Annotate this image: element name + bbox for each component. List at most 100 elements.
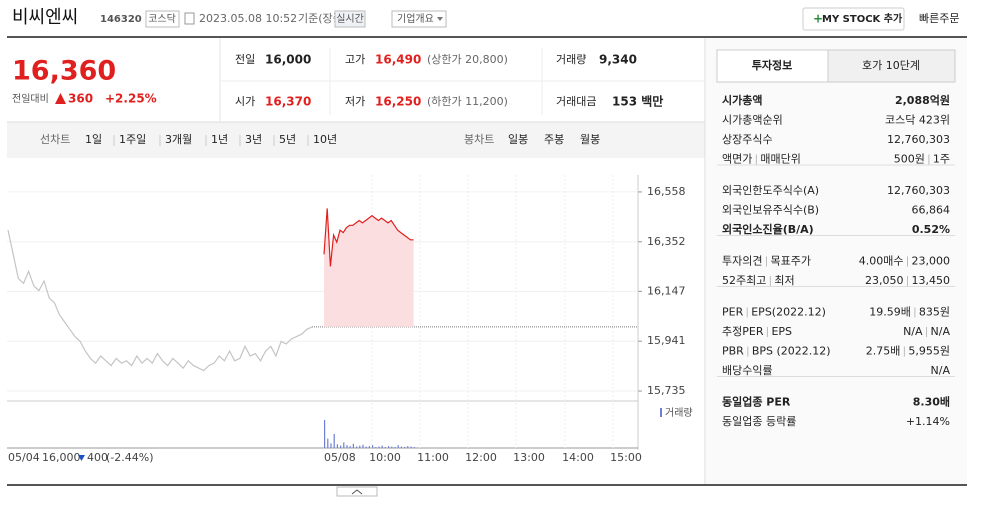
stat-label: 고가 (345, 53, 365, 66)
row-value: N/A (931, 364, 951, 377)
row-label: 외국인한도주식수(A) (722, 184, 819, 197)
row-value: 코스닥 423위 (885, 114, 950, 127)
up-icon (55, 93, 66, 104)
volume-bar (407, 446, 409, 448)
x-tick-label: 12:00 (465, 451, 497, 464)
row-label: 매매단위 (760, 153, 800, 166)
volume-bar (388, 446, 390, 448)
change-pct: +2.25% (105, 92, 157, 106)
volume-bar (391, 446, 393, 448)
y-tick-label: 15,735 (647, 384, 686, 397)
x-tick-label: 11:00 (417, 451, 449, 464)
stat-label: 거래대금 (556, 95, 596, 108)
plus-icon: + (813, 12, 823, 26)
period-tab[interactable]: 5년 (279, 133, 296, 146)
period-tab[interactable]: 1년 (211, 133, 228, 146)
tab-bar (7, 122, 705, 158)
row-label: PER (722, 306, 744, 319)
period-tab[interactable]: 1주일 (119, 132, 146, 146)
area (324, 208, 414, 327)
stat-value: 16,490 (375, 53, 421, 67)
row-value: 66,864 (912, 204, 951, 217)
row-label: 최저 (774, 274, 794, 287)
row-label: 목표주가 (770, 255, 810, 268)
candle-tab[interactable]: 주봉 (544, 133, 564, 146)
row-value: 19.59배 (869, 306, 911, 319)
y-tick-label: 16,147 (647, 284, 686, 297)
badge[interactable] (391, 10, 447, 28)
panel-tab[interactable]: 투자정보 (752, 58, 792, 72)
header-rule (7, 36, 967, 38)
tab-label: 봉차트 (464, 133, 494, 146)
row-label: 동일업종 등락률 (722, 414, 796, 428)
volume-bar (368, 446, 370, 448)
period-tab[interactable]: 10년 (313, 133, 337, 146)
row-value: 13,450 (912, 274, 951, 287)
stat-extra: (하한가 11,200) (427, 94, 508, 108)
legend-label: 거래량 (665, 407, 693, 419)
volume-bar (343, 442, 345, 448)
stat-label: 전일 (235, 52, 255, 66)
stat-value: 16,000 (265, 53, 311, 67)
stat-extra: (상한가 20,800) (427, 53, 508, 66)
volume-bar (394, 447, 396, 448)
toggle-button[interactable] (336, 486, 378, 497)
volume-bar (375, 447, 377, 448)
live: 실시간 (336, 13, 364, 25)
clock-icon (184, 12, 195, 25)
row-value: 5,955원 (908, 345, 950, 358)
period-tab[interactable]: 1일 (85, 132, 102, 146)
candle-tab[interactable]: 일봉 (508, 132, 528, 146)
row-value: 12,760,303 (887, 184, 950, 197)
volume-bar (381, 445, 383, 448)
volume-bar (359, 445, 361, 448)
row-value: 1주 (933, 153, 950, 166)
volume-bar (372, 445, 374, 448)
change: 360 (68, 92, 93, 106)
row-label: 외국인보유주식수(B) (722, 204, 819, 217)
volume-bar (365, 446, 367, 448)
row-value: 500원 (894, 153, 925, 166)
volume-bar (340, 445, 342, 448)
row-label: EPS(2022.12) (751, 306, 826, 319)
current-price: 16,360 (12, 56, 116, 87)
row-value: N/A (903, 325, 923, 338)
row-value: 2.75배 (866, 345, 901, 358)
mystock[interactable]: MY STOCK 추가 (822, 12, 903, 25)
badge (334, 10, 366, 28)
stat-label: 시가 (235, 95, 255, 108)
y-tick-label: 16,352 (647, 235, 686, 248)
row-label: 52주최고 (722, 274, 766, 287)
tab[interactable] (827, 49, 956, 83)
volume-bar (330, 443, 332, 448)
overview[interactable]: 기업개요 (397, 12, 434, 25)
line (7, 229, 313, 372)
row-label: 외국인소진율(B/A) (722, 222, 814, 236)
row-value: 23,050 (865, 274, 904, 287)
x-tick-label: 05/08 (324, 451, 356, 464)
mystock-button[interactable] (802, 7, 905, 31)
stat-value: 153 백만 (612, 94, 663, 109)
x-tick-label: 10:00 (369, 451, 401, 464)
period-tab[interactable]: 3년 (245, 133, 262, 146)
volume-bar (400, 446, 402, 448)
row-label: PBR (722, 345, 744, 358)
down-icon (78, 455, 85, 461)
tab-label: 선차트 (40, 133, 70, 146)
volume-bar (404, 447, 406, 448)
toggle-icon (351, 489, 363, 495)
volume-bar (413, 447, 415, 448)
datetime: 2023.05.08 10:52 (199, 12, 297, 25)
row-label: BPS (2022.12) (752, 345, 831, 358)
quick-order[interactable]: 빠른주문 (919, 12, 959, 25)
volume-bar (336, 444, 338, 448)
tab-active[interactable] (716, 49, 829, 83)
period-tab[interactable]: 3개월 (165, 133, 192, 146)
volume-bar (356, 446, 358, 448)
x-tick-label: 15:00 (610, 451, 642, 464)
candle-tab[interactable]: 월봉 (580, 133, 600, 146)
volume-bar (349, 446, 351, 448)
row-label: 배당수익률 (722, 364, 773, 377)
panel-tab[interactable]: 호가 10단계 (862, 59, 920, 72)
